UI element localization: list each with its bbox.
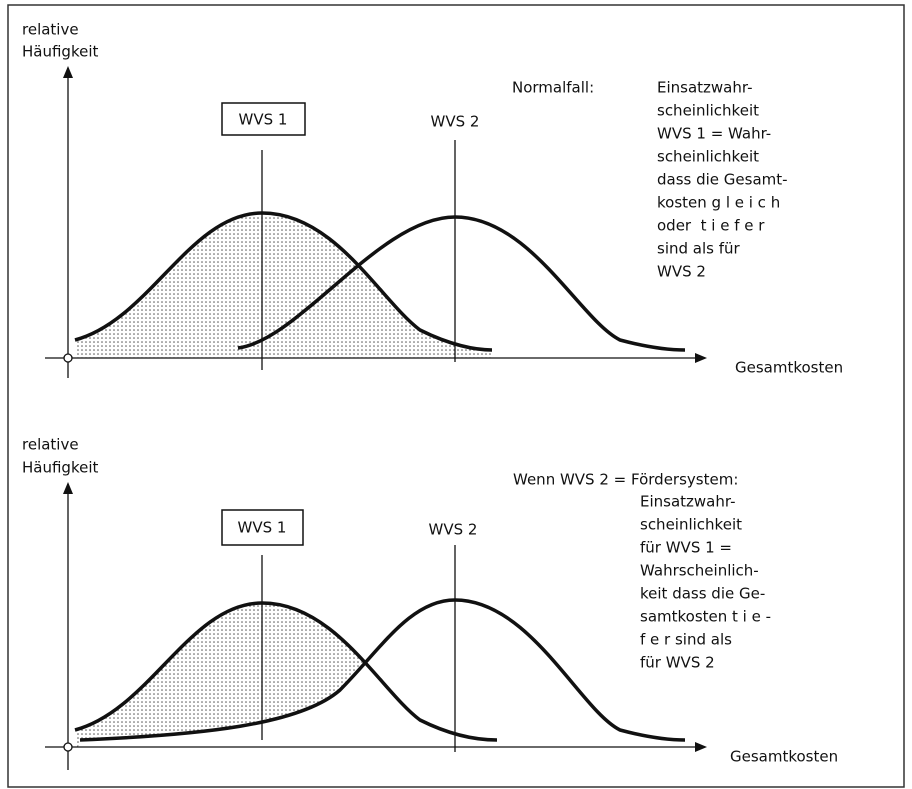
note-line: scheinlichkeit [657, 148, 759, 166]
note-line: samtkosten t i e - [640, 608, 771, 626]
y-axis-label: Häufigkeit [22, 459, 98, 477]
mask [78, 600, 685, 747]
note-line: keit dass die Ge- [640, 585, 765, 603]
note-line: Einsatzwahr- [640, 493, 736, 511]
panel-top: WVS 1 WVS 2 relative Häufigkeit Gesamtko… [22, 21, 843, 378]
option-box [221, 509, 304, 546]
option-2-label: WVS 2 [429, 521, 478, 539]
origin [63, 742, 73, 752]
y-axis-label: relative [22, 436, 79, 454]
note-line: WVS 2 [657, 263, 706, 281]
y-axis-label: relative [22, 21, 79, 39]
option-box [221, 102, 306, 136]
note-line: dass die Gesamt- [657, 171, 788, 189]
note-line: sind als für [657, 240, 741, 258]
shaded-area [75, 213, 492, 358]
panel-bottom: WVS 1 WVS 2 relative Häufigkeit Gesamtko… [22, 436, 838, 770]
curve-1 [74, 601, 498, 742]
note: Einsatzwahr-scheinlichkeit für WVS 1 = Wah… [640, 493, 771, 672]
curve-1 [74, 211, 493, 352]
curve-2 [237, 215, 686, 352]
option-2-label: WVS 2 [431, 113, 480, 131]
note: Einsatzwahr-scheinlichkeit WVS 1 = Wahr-s… [657, 79, 788, 281]
x-axis-label: Gesamtkosten [735, 359, 843, 377]
x-axis-label: Gesamtkosten [730, 748, 838, 766]
note-line: scheinlichkeit [640, 516, 742, 534]
note-heading: Normalfall: [512, 79, 594, 97]
note-line: Wahrscheinlich- [640, 562, 759, 580]
option-1-label: WVS 1 [239, 111, 288, 129]
note-line: scheinlichkeit [657, 102, 759, 120]
option-1-label: WVS 1 [238, 519, 287, 537]
origin [63, 353, 73, 363]
note-line: für WVS 1 = [640, 539, 732, 557]
y-axis-label: Häufigkeit [22, 43, 98, 61]
note-line: WVS 1 = Wahr- [657, 125, 771, 143]
note-line: Einsatzwahr- [657, 79, 753, 97]
note-line: kosten g l e i c h [657, 194, 780, 212]
note-heading: Wenn WVS 2 = Fördersystem: [513, 471, 738, 489]
curve-2 [79, 598, 686, 742]
note-line: für WVS 2 [640, 654, 715, 672]
note-line: oder t i e f e r [657, 217, 765, 235]
note-line: f e r sind als [640, 631, 732, 649]
